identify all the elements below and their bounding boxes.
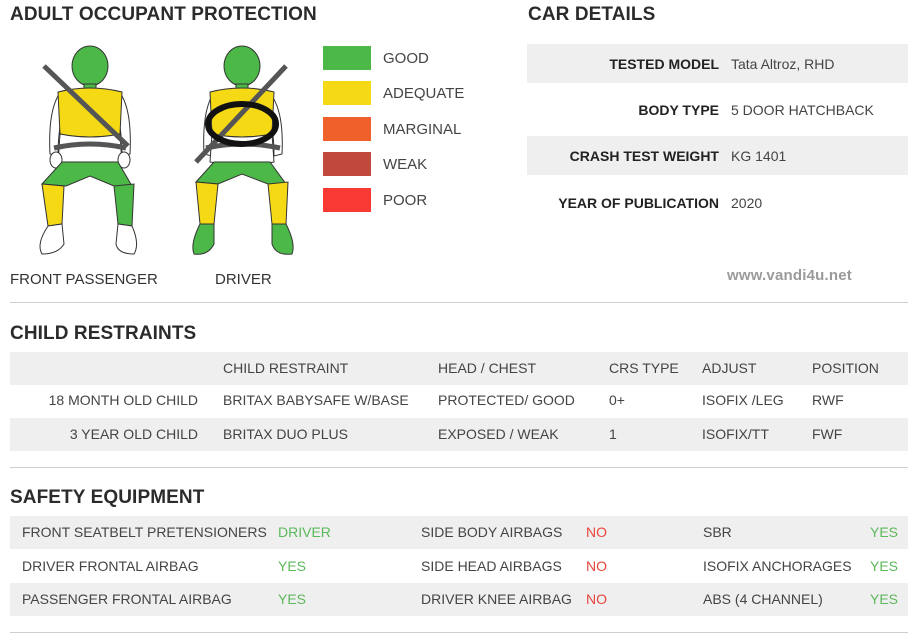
legend-swatch xyxy=(323,152,371,176)
watermark: www.vandi4u.net xyxy=(727,267,852,284)
legend-adequate: ADEQUATE xyxy=(323,81,464,105)
legend-marginal: MARGINAL xyxy=(323,117,461,141)
safety-row: DRIVER FRONTAL AIRBAG YES SIDE HEAD AIRB… xyxy=(10,550,908,583)
driver-figure xyxy=(192,45,294,255)
table-row: 18 MONTH OLD CHILD BRITAX BABYSAFE W/BAS… xyxy=(10,384,908,417)
safety-row: PASSENGER FRONTAL AIRBAG YES DRIVER KNEE… xyxy=(10,583,908,616)
equipment-label: FRONT SEATBELT PRETENSIONERS xyxy=(22,524,267,540)
equipment-value: NO xyxy=(586,558,607,574)
car-detail-label: TESTED MODEL xyxy=(609,55,719,72)
legend-label: POOR xyxy=(383,191,428,209)
equipment-value: YES xyxy=(869,524,898,540)
head-chest: EXPOSED / WEAK xyxy=(438,426,559,442)
child-restraints-title: CHILD RESTRAINTS xyxy=(10,323,197,344)
column-header: CHILD RESTRAINT xyxy=(223,360,349,376)
car-detail-row: CRASH TEST WEIGHT KG 1401 xyxy=(527,136,908,175)
car-detail-row: BODY TYPE 5 DOOR HATCHBACK xyxy=(527,90,908,129)
position: RWF xyxy=(812,392,844,408)
car-detail-value: KG 1401 xyxy=(731,147,787,164)
child-table-header: CHILD RESTRAINT HEAD / CHEST CRS TYPE AD… xyxy=(10,352,908,385)
position: FWF xyxy=(812,426,843,442)
legend-label: WEAK xyxy=(383,155,428,173)
legend-weak: WEAK xyxy=(323,152,427,176)
equipment-label: PASSENGER FRONTAL AIRBAG xyxy=(22,591,232,607)
column-header: CRS TYPE xyxy=(609,360,679,376)
equipment-label: ABS (4 CHANNEL) xyxy=(703,591,823,607)
front-passenger-label: FRONT PASSENGER xyxy=(10,271,158,288)
section-divider xyxy=(10,302,908,303)
car-details-title: CAR DETAILS xyxy=(528,4,656,25)
legend-poor: POOR xyxy=(323,188,427,212)
child-age: 18 MONTH OLD CHILD xyxy=(48,392,198,408)
equipment-value: YES xyxy=(278,591,307,607)
equipment-label: DRIVER FRONTAL AIRBAG xyxy=(22,558,199,574)
equipment-value: YES xyxy=(869,591,898,607)
equipment-value: NO xyxy=(586,524,607,540)
car-detail-row: TESTED MODEL Tata Altroz, RHD xyxy=(527,44,908,83)
safety-equipment-title: SAFETY EQUIPMENT xyxy=(10,487,205,508)
car-detail-label: CRASH TEST WEIGHT xyxy=(569,147,719,164)
equipment-value: DRIVER xyxy=(278,524,331,540)
equipment-label: DRIVER KNEE AIRBAG xyxy=(421,591,572,607)
legend-swatch xyxy=(323,46,371,70)
legend-label: ADEQUATE xyxy=(383,84,465,102)
adjust: ISOFIX /LEG xyxy=(702,392,784,408)
section-divider xyxy=(10,467,908,468)
child-restraint: BRITAX BABYSAFE W/BASE xyxy=(223,392,409,408)
legend-swatch xyxy=(323,81,371,105)
column-header: HEAD / CHEST xyxy=(438,360,537,376)
legend-label: MARGINAL xyxy=(383,120,462,138)
equipment-value: YES xyxy=(869,558,898,574)
car-detail-value: 5 DOOR HATCHBACK xyxy=(731,101,874,118)
car-detail-value: Tata Altroz, RHD xyxy=(731,55,835,72)
legend-swatch xyxy=(323,117,371,141)
safety-row: FRONT SEATBELT PRETENSIONERS DRIVER SIDE… xyxy=(10,516,908,549)
equipment-value: YES xyxy=(278,558,307,574)
column-header: POSITION xyxy=(812,360,879,376)
equipment-label: SIDE BODY AIRBAGS xyxy=(421,524,563,540)
adult-occupant-title: ADULT OCCUPANT PROTECTION xyxy=(10,4,317,25)
crs-type: 1 xyxy=(609,426,617,442)
driver-label: DRIVER xyxy=(215,271,272,288)
car-detail-label: YEAR OF PUBLICATION xyxy=(558,194,719,211)
legend-swatch xyxy=(323,188,371,212)
car-detail-label: BODY TYPE xyxy=(638,101,719,118)
head-chest: PROTECTED/ GOOD xyxy=(438,392,575,408)
table-row: 3 YEAR OLD CHILD BRITAX DUO PLUS EXPOSED… xyxy=(10,418,908,451)
front-passenger-figure xyxy=(39,45,138,255)
car-detail-value: 2020 xyxy=(731,194,763,211)
child-age: 3 YEAR OLD CHILD xyxy=(69,426,198,442)
child-restraint: BRITAX DUO PLUS xyxy=(223,426,348,442)
legend-good: GOOD xyxy=(323,46,429,70)
car-detail-row: YEAR OF PUBLICATION 2020 xyxy=(527,183,908,222)
legend-label: GOOD xyxy=(383,49,429,67)
crs-type: 0+ xyxy=(609,392,625,408)
equipment-label: SIDE HEAD AIRBAGS xyxy=(421,558,562,574)
equipment-label: SBR xyxy=(703,524,732,540)
column-header: ADJUST xyxy=(702,360,757,376)
adjust: ISOFIX/TT xyxy=(702,426,769,442)
equipment-value: NO xyxy=(586,591,607,607)
section-divider xyxy=(10,632,908,633)
equipment-label: ISOFIX ANCHORAGES xyxy=(703,558,852,574)
